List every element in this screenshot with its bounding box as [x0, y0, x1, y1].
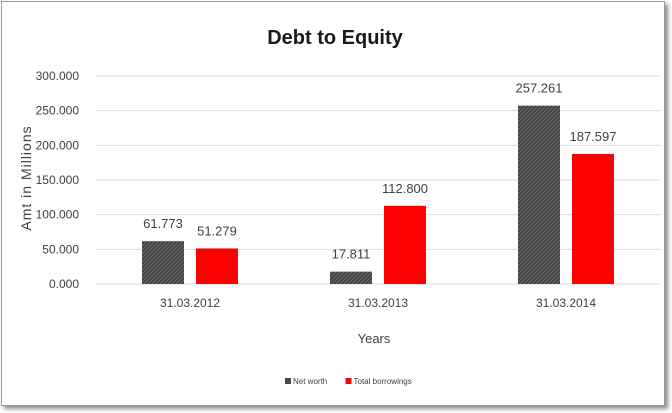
- x-category-label: 31.03.2012: [160, 296, 220, 310]
- x-category-label: 31.03.2014: [536, 296, 596, 310]
- bar-total-borrowings: [572, 153, 614, 284]
- data-label: 51.279: [197, 223, 237, 238]
- y-tick-label: 0.000: [49, 277, 79, 291]
- x-axis-title: Years: [358, 331, 391, 346]
- bar-total-borrowings: [196, 248, 238, 284]
- legend-label: Total borrowings: [354, 377, 412, 386]
- legend-label: Net worth: [293, 377, 327, 386]
- bars: [142, 105, 614, 284]
- bar-net-worth: [330, 271, 372, 284]
- y-tick-label: 50.000: [42, 242, 79, 256]
- y-axis-ticks: 0.000 50.000 100.000 150.000 200.000 250.000 3…: [36, 69, 80, 291]
- bar-total-borrowings: [384, 205, 426, 284]
- y-tick-label: 250.000: [36, 104, 80, 118]
- data-label: 187.597: [570, 129, 617, 144]
- x-axis-categories: 31.03.2012 31.03.2013 31.03.2014: [160, 296, 596, 310]
- y-tick-label: 100.000: [36, 208, 80, 222]
- y-tick-label: 200.000: [36, 138, 80, 152]
- legend-swatch: [285, 378, 291, 384]
- legend: Net worth Total borrowings: [285, 377, 412, 386]
- y-axis-title: Amt in Millions: [18, 125, 34, 230]
- gridlines: [96, 75, 660, 285]
- x-category-label: 31.03.2013: [348, 296, 408, 310]
- data-label: 112.800: [382, 181, 428, 196]
- legend-swatch: [345, 378, 352, 384]
- bar-net-worth: [142, 241, 184, 284]
- data-label: 61.773: [143, 216, 183, 231]
- y-tick-label: 300.000: [36, 69, 80, 83]
- data-labels: 61.773 51.279 17.811 112.800 257.261 187.597: [143, 81, 616, 262]
- data-label: 17.811: [332, 247, 371, 262]
- chart-title: Debt to Equity: [267, 27, 403, 49]
- bar-net-worth: [518, 105, 560, 284]
- data-label: 257.261: [516, 81, 563, 96]
- y-tick-label: 150.000: [36, 173, 80, 187]
